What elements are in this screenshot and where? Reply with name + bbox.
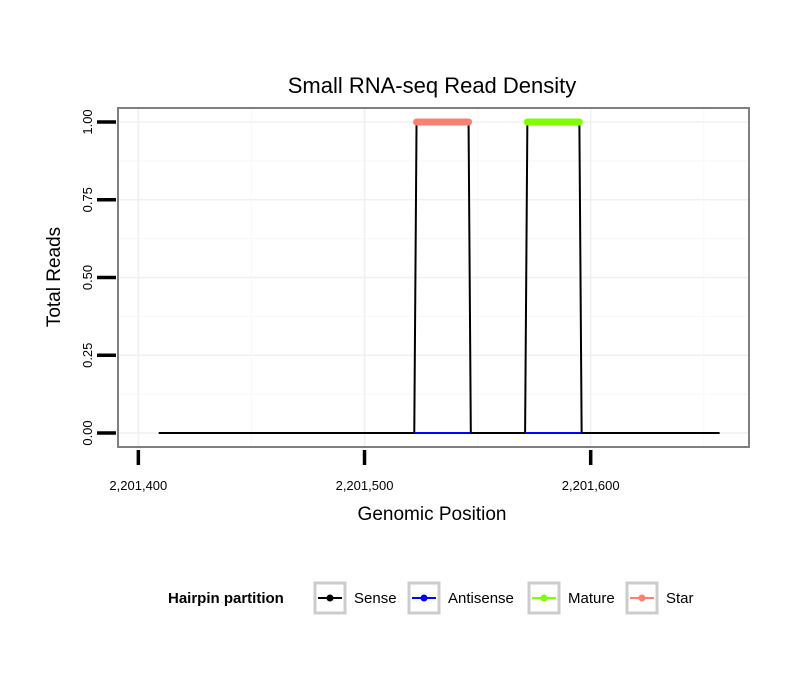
plot-border <box>117 107 750 448</box>
legend-key-point <box>326 594 334 602</box>
legend-title: Hairpin partition <box>168 590 284 607</box>
grid-lines <box>118 108 749 447</box>
x-axis-title: Genomic Position <box>358 504 507 525</box>
legend-key-point <box>540 594 548 602</box>
legend-item-antisense: Antisense <box>407 581 514 615</box>
x-tick-label: 2,201,600 <box>562 478 620 493</box>
legend-label: Mature <box>568 590 615 607</box>
series-layer <box>117 107 750 448</box>
y-tick-label: 0.00 <box>80 420 95 445</box>
chart-title: Small RNA-seq Read Density <box>288 73 577 98</box>
legend-label: Antisense <box>448 590 514 607</box>
legend-label: Sense <box>354 590 397 607</box>
legend-label: Star <box>666 590 694 607</box>
series-line-sense <box>158 120 720 435</box>
legend: Hairpin partition Sense Antisense Mature St… <box>168 581 694 615</box>
x-tick-label: 2,201,500 <box>336 478 394 493</box>
y-axis-title: Total Reads <box>44 227 65 327</box>
y-tick-label: 0.50 <box>80 265 95 290</box>
legend-item-star: Star <box>625 581 694 615</box>
y-tick-label: 0.75 <box>80 187 95 212</box>
legend-key-point <box>420 594 428 602</box>
x-tick-label: 2,201,400 <box>109 478 167 493</box>
y-tick-label: 0.25 <box>80 343 95 368</box>
axes: 0.00 0.25 0.50 0.75 1.00 2,201,400 2,201,500 2,… <box>80 109 620 493</box>
legend-key-point <box>638 594 646 602</box>
legend-item-sense: Sense <box>313 581 397 615</box>
y-tick-label: 1.00 <box>80 109 95 134</box>
legend-item-mature: Mature <box>527 581 615 615</box>
